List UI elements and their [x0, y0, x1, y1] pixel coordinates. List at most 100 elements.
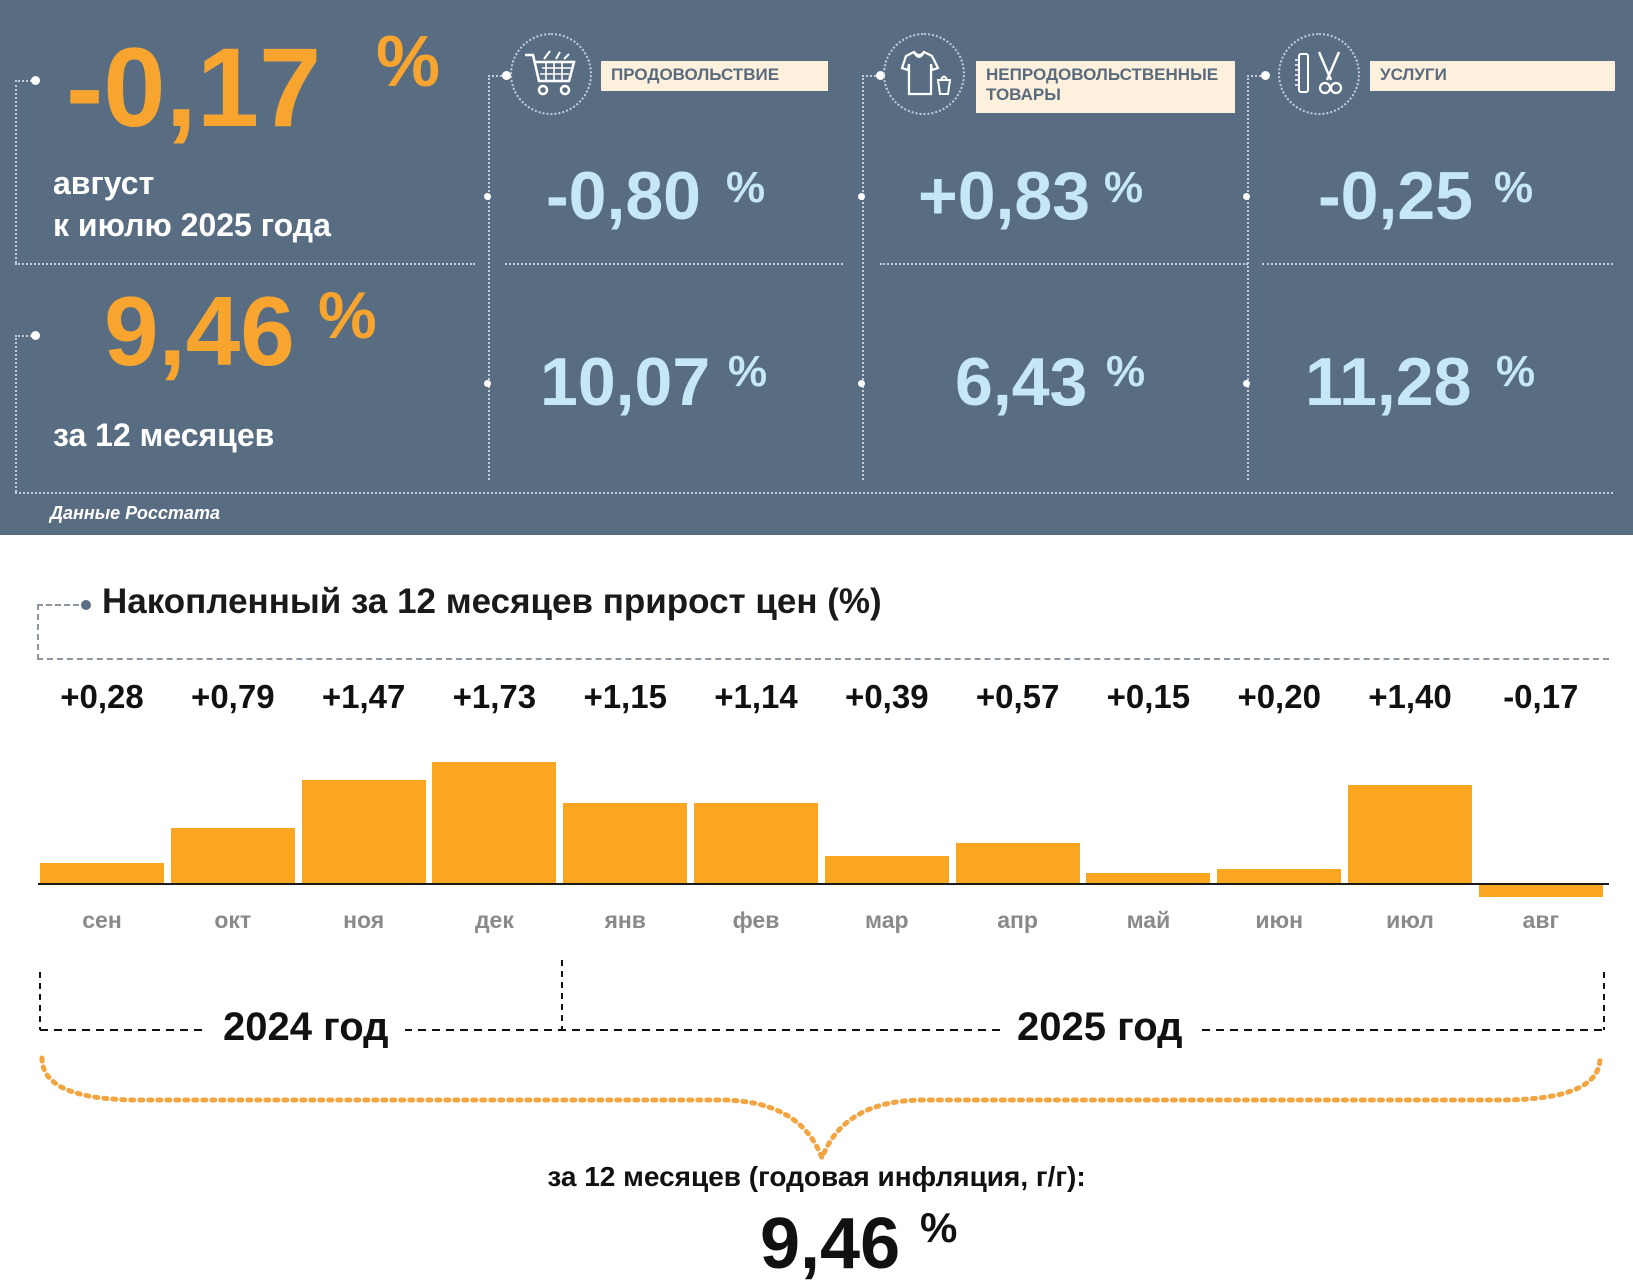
x-tick-label-авг: авг: [1522, 907, 1560, 933]
title-connector: [37, 604, 39, 660]
divider: [15, 335, 35, 337]
bar-дек: [432, 761, 557, 883]
divider: [15, 492, 1613, 494]
annual-cpi-unit: %: [318, 278, 377, 352]
divider: [1247, 75, 1265, 77]
value-label-фев: +1,14: [714, 678, 798, 715]
monthly-cpi-value: -0,17: [66, 25, 322, 150]
chart-title: Накопленный за 12 месяцев прирост цен (%…: [102, 582, 882, 621]
value-label-ноя: +1,47: [321, 678, 406, 715]
divider: [862, 75, 880, 77]
value-label-окт: +0,79: [191, 678, 275, 715]
annual-inflation-value: 9,46: [760, 1204, 901, 1284]
services-annual-value: 11,28: [1305, 344, 1472, 420]
bar-авг: [1478, 885, 1603, 897]
shopping-cart-icon: [510, 33, 592, 115]
x-tick-label-сен: сен: [82, 907, 122, 933]
bar-май: [1086, 872, 1211, 883]
x-tick-label-окт: окт: [214, 907, 252, 933]
value-label-апр: +0,57: [975, 678, 1060, 715]
bullet-dot: [858, 380, 865, 387]
bullet-dot: [31, 76, 40, 85]
x-tick-label-дек: дек: [474, 907, 514, 933]
services-annual-unit: %: [1496, 347, 1536, 396]
bullet-dot: [31, 331, 40, 340]
title-connector: [37, 604, 79, 606]
category-label-non-food: НЕПРОДОВОЛЬСТВЕННЫЕ ТОВАРЫ: [976, 61, 1235, 113]
year-label-2024: 2024 год: [207, 1005, 405, 1050]
divider: [862, 75, 864, 480]
title-underline: [37, 658, 1609, 660]
x-tick-label-июл: июл: [1386, 907, 1434, 933]
bar-фев: [694, 803, 818, 883]
category-label-services: УСЛУГИ: [1370, 61, 1615, 91]
bullet-dot: [484, 380, 491, 387]
summary-panel: -0,17 % август к июлю 2025 года 9,46 % з…: [0, 0, 1633, 535]
monthly-label-line2: к июлю 2025 года: [53, 207, 331, 244]
title-bullet: [81, 600, 91, 610]
services-monthly-value: -0,25: [1318, 158, 1473, 234]
monthly-label: август к июлю 2025 года: [53, 162, 331, 246]
divider: [505, 263, 843, 265]
bullet-dot: [876, 71, 885, 80]
divider: [488, 75, 490, 480]
value-label-мар: +0,39: [845, 678, 929, 715]
divider: [488, 75, 506, 77]
value-label-дек: +1,73: [452, 678, 537, 715]
clothing-icon: [883, 33, 965, 115]
divider: [1247, 75, 1249, 480]
bar-янв: [563, 802, 688, 883]
value-label-янв: +1,15: [583, 678, 667, 715]
food-monthly-value: -0,80: [546, 158, 701, 234]
bar-мар: [824, 855, 949, 883]
food-annual-unit: %: [728, 347, 768, 396]
x-tick-label-июн: июн: [1255, 907, 1304, 933]
source-note: Данные Росстата: [50, 503, 220, 523]
monthly-label-line1: август: [53, 165, 155, 201]
nonfood-annual-value: 6,43: [955, 344, 1088, 420]
bullet-dot: [502, 71, 511, 80]
food-annual-value: 10,07: [540, 344, 711, 420]
bar-апр: [955, 843, 1080, 883]
annual-brace: [39, 1055, 1603, 1160]
divider: [880, 263, 1248, 265]
divider: [15, 335, 17, 492]
services-monthly-unit: %: [1494, 163, 1534, 212]
bullet-dot: [484, 193, 491, 200]
divider: [15, 263, 475, 265]
divider: [15, 80, 17, 263]
year-bracket-graphic: [39, 960, 1605, 1160]
value-label-май: +0,15: [1106, 678, 1191, 715]
category-label-food: ПРОДОВОЛЬСТВИЕ: [601, 61, 828, 91]
annual-cpi-value: 9,46: [104, 276, 295, 386]
annual-inflation-caption: за 12 месяцев (годовая инфляция, г/г):: [547, 1161, 1086, 1192]
bar-окт: [170, 827, 295, 883]
food-monthly-unit: %: [726, 163, 766, 212]
monthly-cpi-unit: %: [376, 22, 441, 102]
x-tick-label-апр: апр: [997, 907, 1038, 933]
bullet-dot: [858, 193, 865, 200]
nonfood-monthly-unit: %: [1104, 163, 1144, 212]
value-label-июл: +1,40: [1368, 678, 1452, 715]
annual-label: за 12 месяцев: [53, 417, 275, 453]
value-label-авг: -0,17: [1503, 678, 1579, 715]
bar-ноя: [301, 780, 426, 883]
bar-июл: [1348, 785, 1472, 883]
bullet-dot: [1261, 71, 1270, 80]
bar-сен: [40, 863, 164, 883]
year-label-2025: 2025 год: [1001, 1005, 1199, 1050]
x-tick-label-май: май: [1126, 907, 1171, 933]
value-label-июн: +0,20: [1237, 678, 1321, 715]
annual-inflation-unit: %: [920, 1204, 958, 1251]
x-tick-label-фев: фев: [732, 907, 780, 933]
bullet-dot: [1243, 380, 1250, 387]
divider: [15, 80, 35, 82]
x-axis-line: [38, 883, 1609, 885]
nonfood-monthly-value: +0,83: [918, 158, 1091, 234]
nonfood-annual-unit: %: [1106, 347, 1146, 396]
scissors-comb-icon: [1278, 33, 1360, 115]
x-tick-label-ноя: ноя: [343, 907, 385, 933]
x-tick-label-мар: мар: [865, 907, 909, 933]
bullet-dot: [1243, 193, 1250, 200]
divider: [1262, 263, 1613, 265]
